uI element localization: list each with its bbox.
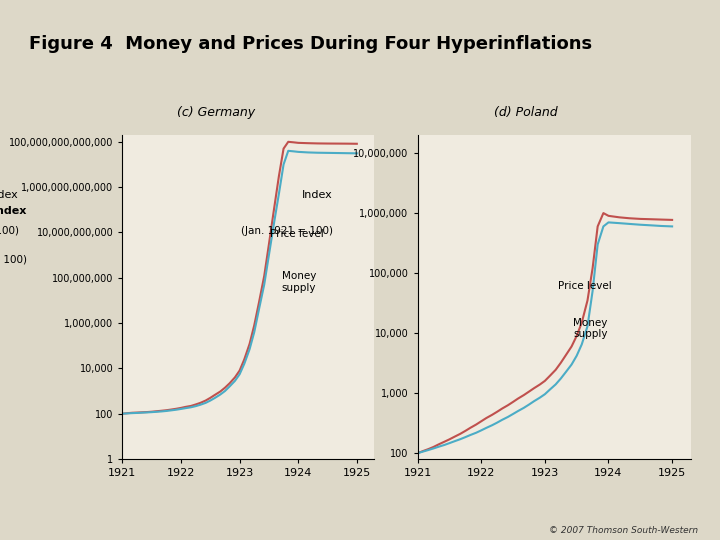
Text: (c) Germany: (c) Germany xyxy=(177,106,255,119)
Text: (Jan. 1921 = 100): (Jan. 1921 = 100) xyxy=(0,255,27,265)
Text: (Jan. 1921 = 100): (Jan. 1921 = 100) xyxy=(0,226,19,236)
Text: Index: Index xyxy=(302,190,333,200)
Text: Money
supply: Money supply xyxy=(282,271,316,293)
Text: (Jan. 1921 = 100): (Jan. 1921 = 100) xyxy=(240,226,333,236)
Text: Index: Index xyxy=(0,206,27,216)
Text: Money
supply: Money supply xyxy=(574,318,608,340)
Text: Index: Index xyxy=(0,190,19,200)
Text: © 2007 Thomson South-Western: © 2007 Thomson South-Western xyxy=(549,525,698,535)
Text: Price level: Price level xyxy=(270,230,324,239)
Text: Figure 4  Money and Prices During Four Hyperinflations: Figure 4 Money and Prices During Four Hy… xyxy=(29,35,592,53)
Text: Price level: Price level xyxy=(557,281,611,291)
Text: (d) Poland: (d) Poland xyxy=(494,106,557,119)
